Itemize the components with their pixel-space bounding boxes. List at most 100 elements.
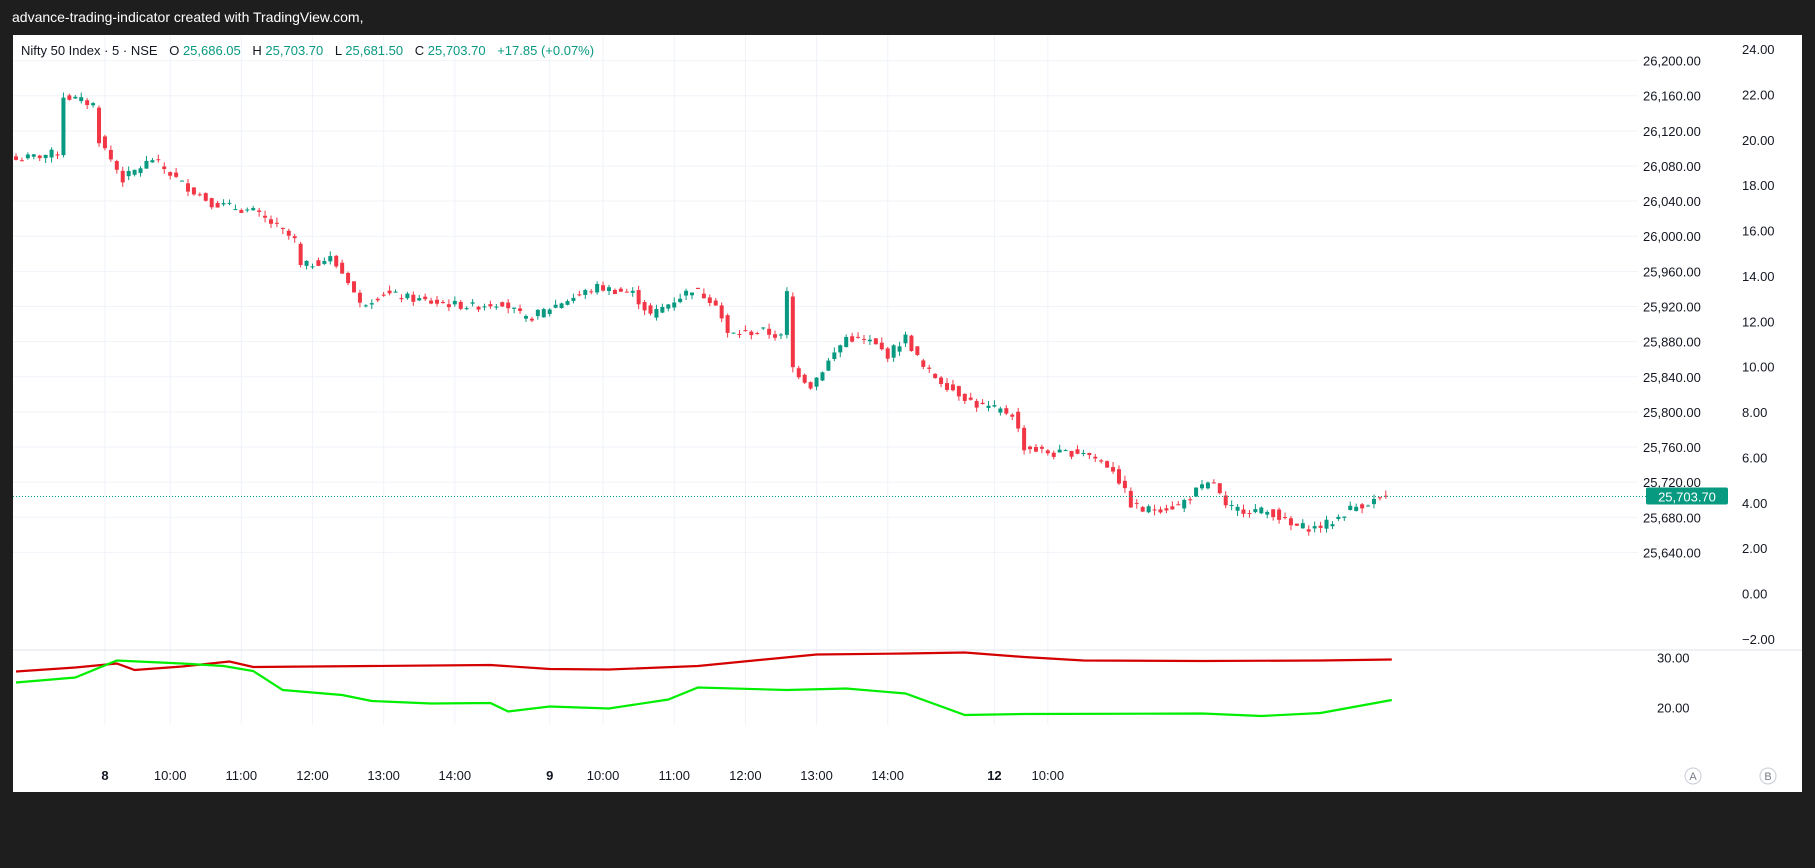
scale-button-a-label: A (1689, 771, 1697, 783)
candle-body (114, 161, 119, 170)
indicator-axis[interactable]: 20.00 30.00 (1657, 651, 1690, 716)
candle-body (737, 333, 742, 335)
candle-body (144, 160, 149, 169)
time-axis[interactable]: 8 10:00 11:00 12:00 13:00 14:00 9 10:00 11:00 12:… (101, 768, 1064, 783)
candle-body (494, 306, 499, 308)
candle-body (636, 290, 641, 305)
candle-body (239, 210, 244, 213)
candle-body (174, 172, 179, 177)
candle-body (1366, 505, 1371, 507)
price-tick-label: 25,640.00 (1643, 545, 1701, 560)
high-value: 25,703.70 (265, 43, 323, 58)
candle-body (1294, 523, 1299, 526)
candle-body (778, 334, 783, 336)
candle-body (1075, 449, 1080, 454)
candle-body (1099, 460, 1104, 462)
candle-body (529, 318, 534, 321)
candle-body (915, 346, 920, 355)
svg-text:Nifty 50 Index · 5 · NSE: Nifty 50 Index · 5 · NSE O 25,686.05 H 2… (21, 43, 594, 58)
price-tick-label: 26,080.00 (1643, 159, 1701, 174)
candle-body (43, 154, 48, 159)
candle-body (245, 209, 250, 211)
candle-body (411, 294, 416, 302)
candle-body (624, 291, 629, 293)
candle-body (1259, 507, 1264, 514)
candle-body (506, 302, 511, 309)
secondary-tick-label: 12.00 (1742, 314, 1775, 329)
candle-body (992, 405, 997, 407)
scale-button-b[interactable]: B (1759, 767, 1777, 785)
candle-body (227, 202, 232, 204)
candle-body (1081, 453, 1086, 455)
price-tick-label: 26,000.00 (1643, 229, 1701, 244)
candle-body (280, 227, 285, 229)
secondary-tick-label: 0.00 (1742, 587, 1767, 602)
candle-body (565, 301, 570, 305)
price-tick-label: 25,680.00 (1643, 510, 1701, 525)
price-axis[interactable]: 25,640.00 25,680.00 25,720.00 25,760.00 25,8… (1643, 54, 1701, 561)
candle-body (1069, 450, 1074, 457)
candle-body (251, 208, 256, 211)
candle-body (648, 305, 653, 314)
candle-body (49, 149, 54, 158)
candle-body (891, 345, 896, 358)
candle-body (589, 291, 594, 293)
candle-body (684, 290, 689, 296)
candle-body (381, 294, 386, 296)
indicator-series-line (15, 651, 1392, 673)
candle-body (867, 339, 872, 342)
secondary-tick-label: 4.00 (1742, 496, 1767, 511)
secondary-axis[interactable]: −2.00 0.00 2.00 4.00 6.00 8.00 10.00 12.00 14.00… (1742, 42, 1775, 647)
candle-body (1063, 450, 1068, 452)
candle-body (369, 303, 374, 305)
candle-body (298, 243, 303, 266)
candle-body (755, 333, 760, 335)
time-tick-label: 10:00 (1032, 768, 1065, 783)
candle-body (1152, 509, 1157, 511)
watermark-text: advance-trading-indicator created with T… (12, 9, 364, 25)
candle-body (435, 299, 440, 304)
candle-body (838, 345, 843, 353)
chart-frame[interactable]: 25,640.00 25,680.00 25,720.00 25,760.00 25,8… (13, 35, 1802, 792)
candle-body (547, 309, 552, 315)
candle-body (1182, 499, 1187, 509)
scale-button-a[interactable]: A (1684, 767, 1702, 785)
time-tick-label: 9 (546, 768, 553, 783)
candle-body (512, 307, 517, 309)
candle-body (25, 154, 30, 159)
candle-body (73, 96, 78, 99)
time-tick-label: 11:00 (658, 768, 690, 783)
candle-body (731, 332, 736, 334)
candle-body (1004, 408, 1009, 414)
secondary-tick-label: 18.00 (1742, 178, 1775, 193)
price-tick-label: 25,920.00 (1643, 300, 1701, 315)
candle-body (126, 170, 131, 177)
symbol-legend[interactable]: Nifty 50 Index · 5 · NSE O 25,686.05 H 2… (21, 43, 594, 58)
candle-body (1360, 504, 1365, 509)
candle-body (429, 300, 434, 304)
candle-body (559, 303, 564, 308)
candle-body (749, 331, 754, 336)
candle-body (446, 304, 451, 308)
candle-body (654, 308, 659, 318)
candle-body (102, 136, 107, 149)
candle-body (690, 292, 695, 296)
grid (13, 35, 1638, 725)
time-tick-label: 10:00 (154, 768, 187, 783)
candle-body (713, 300, 718, 306)
candle-body (1318, 525, 1323, 528)
candle-body (185, 183, 190, 192)
candle-body (1229, 505, 1234, 507)
candle-body (1122, 480, 1127, 489)
candle-body (974, 400, 979, 408)
candle-body (19, 160, 24, 162)
candle-body (14, 156, 18, 160)
candle-body (773, 334, 778, 338)
time-tick-label: 14:00 (439, 768, 472, 783)
price-tick-label: 25,720.00 (1643, 475, 1701, 490)
indicator-tick-label: 20.00 (1657, 701, 1690, 716)
chart-svg[interactable]: 25,640.00 25,680.00 25,720.00 25,760.00 25,8… (13, 35, 1802, 792)
candle-body (850, 336, 855, 342)
candle-body (292, 236, 297, 239)
price-tick-label: 26,200.00 (1643, 54, 1701, 69)
